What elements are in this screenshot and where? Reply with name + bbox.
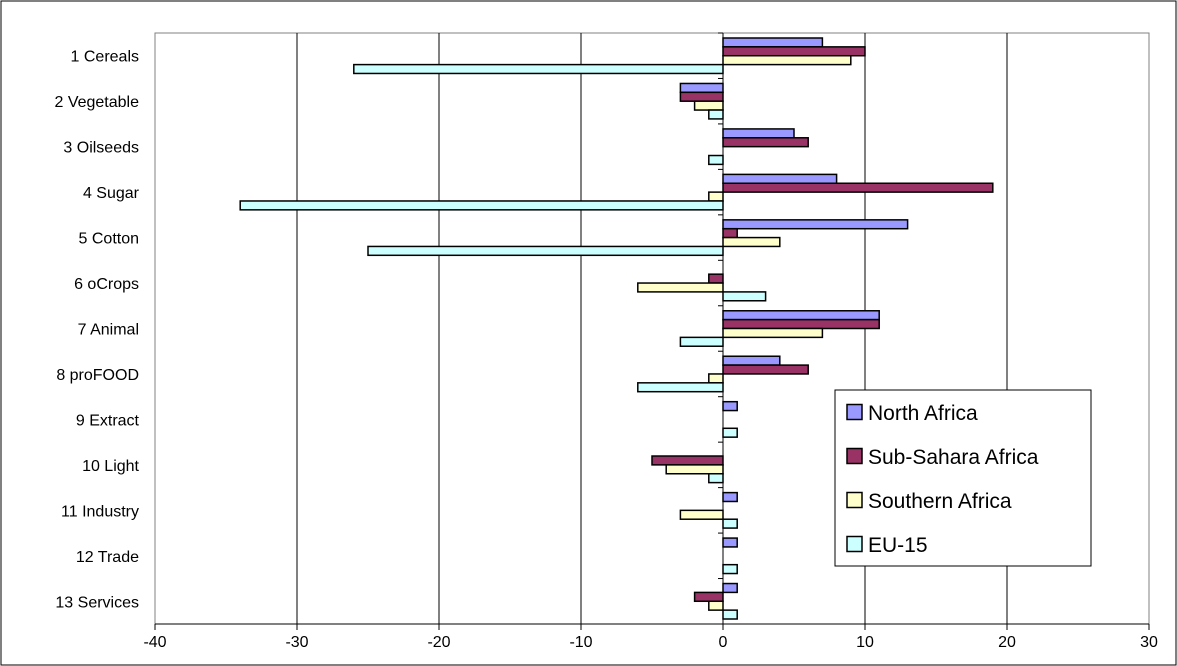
bar [651,455,724,466]
legend-box [834,389,1092,567]
legend-label: North Africa [868,402,978,425]
category-label: 6 oCrops [74,276,139,293]
bar [722,582,738,594]
category-label: 10 Light [82,458,139,475]
bar [708,154,724,166]
legend-swatch [846,447,863,465]
bar [708,273,724,284]
category-label: 12 Trade [76,549,139,566]
bar [722,182,994,193]
bar [722,219,909,230]
x-tick-label: -10 [569,634,592,651]
bar [722,327,824,339]
labels: -40 -30 -20 -10 0 10 20 30 1 Cereals 2 Vegetable 3… [54,49,1158,651]
bar [679,509,724,520]
category-label: 1 Cereals [71,49,139,66]
bar [722,518,738,529]
bar [722,537,738,548]
bar [367,245,724,257]
bar [722,609,738,620]
bar [708,473,724,484]
bar [679,91,724,102]
bar [722,400,738,412]
x-tick-label: -40 [143,634,166,651]
bar [722,54,852,66]
legend-label: Sub-Sahara Africa [868,446,1039,469]
bar [722,236,781,248]
legend-swatch [846,403,863,421]
x-tick-label: 20 [998,634,1016,651]
category-label: 7 Animal [78,322,139,339]
bar [722,310,880,321]
legend-swatch [846,535,863,553]
category-label: 9 Extract [76,412,140,429]
bar [722,37,824,48]
legend-label: EU-15 [868,534,928,557]
category-label: 5 Cotton [79,231,139,248]
bar [722,137,809,148]
bar [722,364,809,375]
bar [708,373,724,384]
legend-swatch [846,491,863,509]
bar [665,464,724,475]
x-tick-label: 10 [856,634,874,651]
bar [679,336,724,347]
category-label: 8 proFOOD [56,367,139,384]
x-tick-label: 0 [719,634,728,651]
x-tick-label: 30 [1140,634,1158,651]
bar [722,355,781,366]
bar [693,100,724,111]
category-label: 3 Oilseeds [63,140,139,157]
bar [722,291,767,302]
category-label: 4 Sugar [83,185,140,202]
bar [708,600,724,611]
bar [722,173,838,184]
legend-label: Southern Africa [868,490,1012,513]
axes [154,32,1150,630]
bar [679,82,724,94]
category-label: 11 Industry [61,503,139,520]
bar [722,491,738,503]
bar [722,427,738,438]
bar [353,63,724,75]
x-tick-label: -20 [427,634,450,651]
bar [708,191,724,202]
bar [722,128,795,139]
bar [693,591,724,603]
legend: North Africa Sub-Sahara Africa Southern Af… [834,389,1092,567]
category-label: 13 Services [55,594,139,611]
bar [722,46,866,57]
bar [239,200,724,211]
bar [637,382,724,393]
category-label: 2 Vegetable [54,94,139,111]
bar [637,282,724,293]
x-tick-label: -30 [285,634,308,651]
bar [722,563,738,575]
bar [722,227,738,239]
bar [722,318,880,330]
bar [708,109,724,120]
